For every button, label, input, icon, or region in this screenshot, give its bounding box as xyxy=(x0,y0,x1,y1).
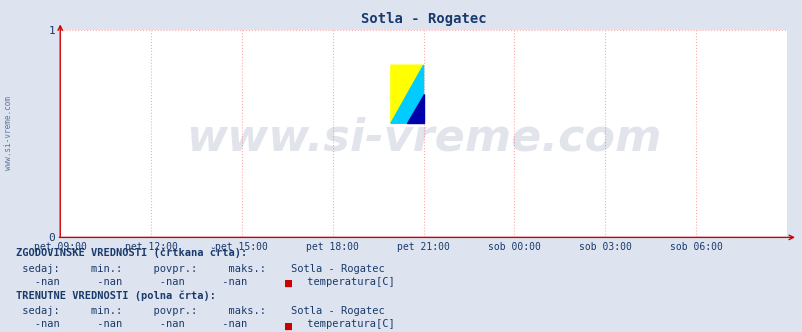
Text: ■: ■ xyxy=(285,319,292,332)
Text: TRENUTNE VREDNOSTI (polna črta):: TRENUTNE VREDNOSTI (polna črta): xyxy=(16,290,216,301)
Text: sedaj:     min.:     povpr.:     maks.:    Sotla - Rogatec: sedaj: min.: povpr.: maks.: Sotla - Roga… xyxy=(16,306,384,316)
Text: ZGODOVINSKE VREDNOSTI (črtkana črta):: ZGODOVINSKE VREDNOSTI (črtkana črta): xyxy=(16,247,247,258)
Polygon shape xyxy=(391,65,423,123)
Text: ■: ■ xyxy=(285,277,292,290)
Polygon shape xyxy=(391,65,423,123)
Text: www.si-vreme.com: www.si-vreme.com xyxy=(3,96,13,170)
Polygon shape xyxy=(407,94,423,123)
Title: Sotla - Rogatec: Sotla - Rogatec xyxy=(360,12,486,26)
Text: www.si-vreme.com: www.si-vreme.com xyxy=(185,116,661,159)
Text: sedaj:     min.:     povpr.:     maks.:    Sotla - Rogatec: sedaj: min.: povpr.: maks.: Sotla - Roga… xyxy=(16,264,384,274)
Text: temperatura[C]: temperatura[C] xyxy=(301,319,395,329)
Text: -nan      -nan      -nan      -nan: -nan -nan -nan -nan xyxy=(16,277,260,287)
Text: -nan      -nan      -nan      -nan: -nan -nan -nan -nan xyxy=(16,319,260,329)
Text: temperatura[C]: temperatura[C] xyxy=(301,277,395,287)
